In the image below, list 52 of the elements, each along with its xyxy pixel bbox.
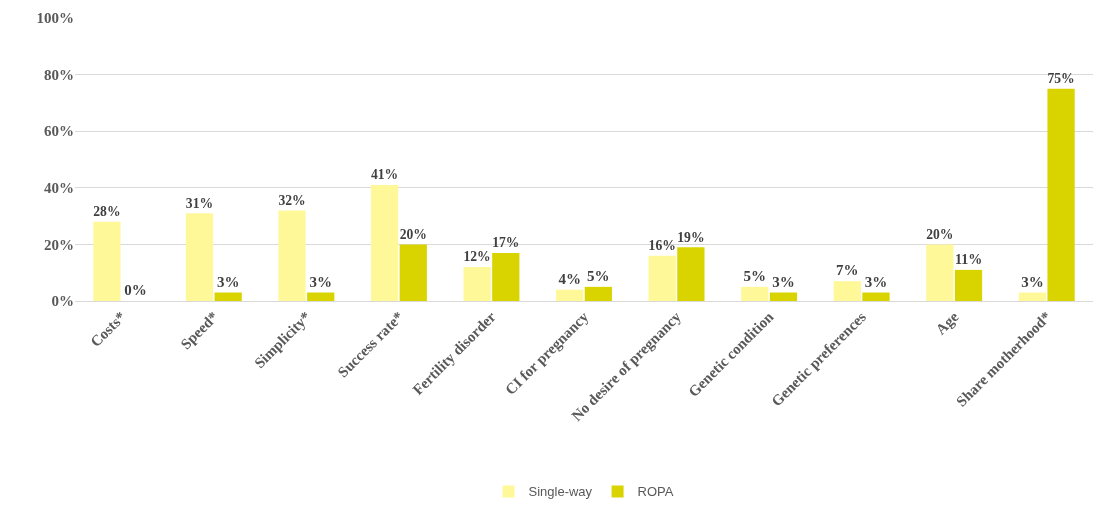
bar — [492, 252, 520, 301]
data-label: 4% — [558, 270, 581, 287]
bar — [370, 184, 399, 301]
y-tick-label: 40% — [44, 180, 74, 197]
data-label: 16% — [648, 237, 676, 253]
bar — [463, 267, 491, 301]
bar — [185, 213, 214, 301]
data-label: 3% — [772, 273, 795, 290]
bar — [556, 289, 584, 301]
data-label: 75% — [1047, 71, 1075, 87]
bar — [399, 244, 427, 301]
bar — [1047, 88, 1075, 301]
data-label: 7% — [836, 262, 859, 279]
bar — [677, 247, 705, 301]
y-tick-label: 0% — [51, 293, 74, 310]
data-label: 12% — [463, 249, 491, 265]
data-label: 41% — [370, 167, 399, 183]
data-label: 31% — [185, 195, 214, 211]
data-label: 11% — [954, 252, 983, 268]
data-label: 3% — [1021, 273, 1044, 290]
bar — [954, 269, 983, 301]
bar — [769, 292, 798, 301]
bar — [1018, 292, 1047, 301]
data-label: 5% — [743, 267, 766, 284]
y-tick-label: 20% — [44, 236, 74, 253]
data-label: 0% — [124, 282, 147, 298]
data-label: 32% — [278, 192, 306, 208]
bar — [307, 292, 335, 301]
data-label: 3% — [864, 273, 888, 290]
bar — [648, 255, 676, 301]
legend-label: ROPA — [637, 484, 674, 500]
bar — [93, 221, 121, 301]
bar — [833, 281, 861, 301]
legend-label: Single-way — [528, 484, 593, 500]
data-label: 3% — [216, 273, 240, 290]
y-tick-label: 80% — [44, 66, 74, 83]
bar — [278, 210, 306, 301]
bar — [584, 286, 612, 301]
data-label: 19% — [677, 229, 705, 245]
x-tick-label: Age — [932, 308, 962, 338]
data-label: 20% — [399, 226, 427, 242]
data-label: 17% — [492, 235, 520, 251]
bar — [926, 244, 954, 301]
data-label: 28% — [93, 204, 121, 220]
bar — [741, 286, 769, 301]
bar — [214, 292, 242, 301]
y-tick-label: 100% — [36, 10, 74, 27]
data-label: 5% — [587, 267, 610, 284]
data-label: 20% — [926, 226, 954, 242]
data-label: 3% — [309, 273, 332, 290]
y-tick-label: 60% — [44, 123, 74, 140]
bar — [862, 292, 890, 301]
